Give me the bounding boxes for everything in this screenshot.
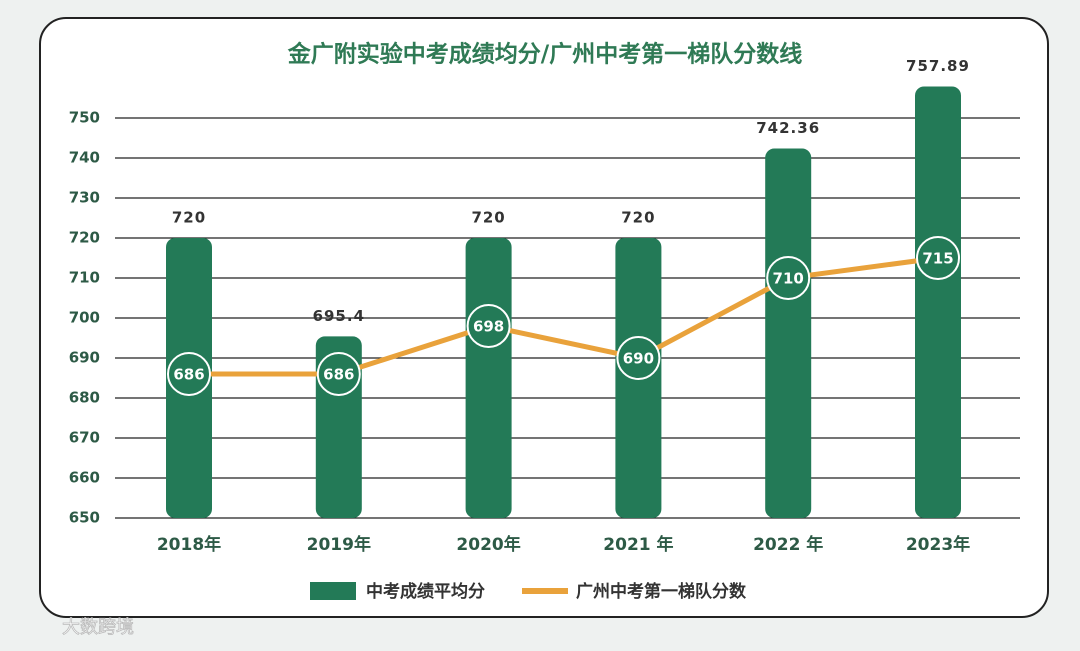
bar-value-label: 720 xyxy=(471,209,505,227)
bar xyxy=(915,86,961,518)
point-value-label: 710 xyxy=(773,270,804,288)
y-tick-label: 740 xyxy=(69,149,100,167)
x-tick-label: 2021 年 xyxy=(603,534,673,555)
y-tick-label: 750 xyxy=(69,109,100,127)
point-value-label: 715 xyxy=(922,250,953,268)
y-tick-label: 710 xyxy=(69,269,100,287)
point-value-label: 686 xyxy=(173,366,204,384)
y-tick-label: 650 xyxy=(69,509,100,527)
x-tick-label: 2018年 xyxy=(157,534,221,555)
y-tick-label: 680 xyxy=(69,389,100,407)
bar xyxy=(765,148,812,518)
bar-value-label: 720 xyxy=(172,209,206,227)
chart-title: 金广附实验中考成绩均分/广州中考第一梯队分数线 xyxy=(287,41,802,68)
bar-value-label: 695.4 xyxy=(313,307,365,325)
x-tick-label: 2020年 xyxy=(456,534,520,555)
point-value-label: 690 xyxy=(623,350,654,368)
y-tick-label: 730 xyxy=(69,189,100,207)
line-point xyxy=(916,236,960,280)
line-point xyxy=(316,352,361,396)
x-tick-label: 2022 年 xyxy=(753,534,823,555)
bar-value-label: 720 xyxy=(621,209,655,227)
watermark: 大数跨境 xyxy=(62,617,134,638)
bar-value-label: 757.89 xyxy=(906,57,970,75)
line xyxy=(189,255,939,377)
legend-label: 广州中考第一梯队分数 xyxy=(576,581,747,602)
y-tick-label: 670 xyxy=(69,429,100,447)
point-value-label: 698 xyxy=(473,318,504,336)
line-point xyxy=(466,304,511,348)
bar xyxy=(465,238,512,518)
x-tick-label: 2019年 xyxy=(307,534,371,555)
legend-label: 中考成绩平均分 xyxy=(366,581,485,602)
y-tick-label: 720 xyxy=(69,229,100,247)
line-point xyxy=(167,352,211,396)
y-tick-label: 700 xyxy=(69,309,100,327)
line-point xyxy=(616,336,661,380)
bar-value-label: 742.36 xyxy=(756,119,820,137)
line-point xyxy=(766,256,811,300)
y-tick-label: 660 xyxy=(69,469,100,487)
y-tick-label: 690 xyxy=(69,349,100,367)
legend-swatch xyxy=(310,582,356,600)
x-tick-label: 2023年 xyxy=(906,534,970,555)
point-value-label: 686 xyxy=(323,366,354,384)
